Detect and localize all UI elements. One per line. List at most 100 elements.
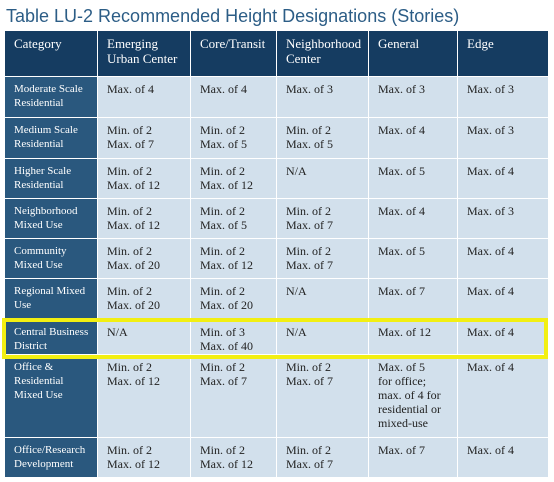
cell-text-line: Min. of 2 — [107, 203, 152, 218]
cell-text-line: Min. of 2 — [107, 244, 152, 259]
cell-text-line: Max. of 3 — [378, 82, 425, 96]
table-cell: Min. of 2 Max. of 7 — [97, 117, 191, 159]
cell-text-line: Min. of 2 — [200, 284, 245, 299]
cell-text-line: max. of 4 for — [378, 388, 441, 403]
cell-text-line: District — [14, 339, 47, 352]
cell-text-line: Central Business — [14, 325, 89, 338]
cell-text-line: Mixed Use — [14, 218, 63, 231]
table-cell: Max. of 5 — [368, 238, 458, 280]
cell-text-line: Max. of 4 — [200, 82, 247, 96]
cell-text-line: Max. of 12 — [378, 324, 431, 339]
table-cell: Min. of 2 Max. of 20 — [97, 278, 191, 320]
table-cell: Max. of 4 — [457, 157, 549, 199]
cell-text-line: Center — [286, 51, 321, 66]
cell-text-line: Max. of 4 — [107, 82, 154, 96]
table-cell: Min. of 2 Max. of 5 — [190, 117, 277, 159]
table-cell: Max. of 7 — [368, 278, 458, 320]
col-header-general: General — [368, 30, 458, 77]
cell-text-line: Max. of 12 — [200, 258, 253, 273]
table-cell: Min. of 2 Max. of 12 — [97, 436, 191, 479]
cell-text-line: Max. of 4 — [467, 244, 514, 259]
cell-text-line: Max. of 5 — [378, 360, 425, 375]
table-cell: Min. of 2 Max. of 7 — [276, 238, 369, 280]
table-cell: Min. of 2 Max. of 20 — [97, 238, 191, 280]
cell-text-line: Residential — [14, 178, 64, 191]
cell-text-line: Office/Research — [14, 443, 86, 456]
cell-text-line: Max. of 7 — [286, 258, 333, 273]
cell-text-line: Max. of 4 — [378, 203, 425, 218]
table-cell: Min. of 2 Max. of 12 — [97, 157, 191, 199]
cell-text-line: Max. of 40 — [200, 338, 253, 353]
col-header-emerging-urban-center: Emerging Urban Center — [97, 30, 191, 77]
cell-text-line: Mixed Use — [14, 389, 63, 402]
cell-text-line: Regional Mixed — [14, 285, 86, 298]
table-cell: Max. of 3 — [368, 75, 458, 119]
cell-text-line: Max. of 7 — [286, 374, 333, 389]
table-cell: Min. of 2 Max. of 7 — [276, 197, 369, 240]
table-cell: Max. of 4 — [457, 278, 549, 320]
table-header-row: Category Emerging Urban Center Core/Transit… — [4, 30, 549, 77]
row-category-cell: Central Business District — [4, 318, 98, 356]
cell-text-line: Neighborhood — [286, 36, 362, 51]
cell-text-line: Max. of 12 — [107, 456, 160, 471]
cell-text-line: Max. of 4 — [378, 123, 425, 138]
table-cell: N/A — [276, 278, 369, 320]
cell-text-line: Min. of 2 — [107, 442, 152, 457]
cell-text-line: Development — [14, 457, 74, 470]
table-cell: Max. of 7 — [368, 436, 458, 479]
cell-text-line: Min. of 2 — [107, 123, 152, 138]
cell-text-line: Max. of 7 — [378, 284, 425, 299]
table-cell: Max. of 3 — [276, 75, 369, 119]
cell-text-line: Max. of 5 — [200, 217, 247, 232]
table-cell: Max. of 4 — [368, 117, 458, 159]
cell-text-line: Min. of 2 — [107, 163, 152, 178]
table-row: Regional Mixed Use Min. of 2 Max. of 20 Min.… — [4, 278, 549, 320]
row-category-cell: Moderate Scale Residential — [4, 75, 98, 119]
cell-text-line: N/A — [286, 324, 307, 339]
cell-text-line: Edge — [467, 36, 494, 51]
table-cell: Max. of 5 — [368, 157, 458, 199]
row-category-cell: Medium Scale Residential — [4, 117, 98, 159]
cell-text-line: N/A — [286, 163, 307, 178]
cell-text-line: residential or — [378, 402, 441, 417]
cell-text-line: Min. of 2 — [200, 442, 245, 457]
table-row: Medium Scale Residential Min. of 2 Max. of … — [4, 117, 549, 159]
table-cell: Min. of 2 Max. of 7 — [276, 436, 369, 479]
table-cell: Max. of 4 — [457, 354, 549, 438]
table-row: Central Business District N/A Min. of 3 Max.… — [4, 318, 549, 356]
cell-text-line: Max. of 3 — [286, 82, 333, 96]
table-row: Neighborhood Mixed Use Min. of 2 Max. of 12… — [4, 197, 549, 240]
table-cell: Min. of 2 Max. of 12 — [97, 197, 191, 240]
table-cell: Max. of 4 — [457, 436, 549, 479]
cell-text-line: Max. of 3 — [467, 123, 514, 138]
cell-text-line: Max. of 12 — [107, 177, 160, 192]
cell-text-line: Max. of 7 — [200, 374, 247, 389]
cell-text-line: Min. of 3 — [200, 324, 245, 339]
table-cell: Max. of 3 — [457, 75, 549, 119]
cell-text-line: Core/Transit — [200, 36, 266, 51]
cell-text-line: Category — [14, 36, 62, 51]
cell-text-line: Residential — [14, 97, 64, 109]
cell-text-line: Emerging — [107, 36, 159, 51]
table-cell: Max. of 4 — [457, 238, 549, 280]
cell-text-line: Max. of 3 — [467, 82, 514, 96]
cell-text-line: Max. of 4 — [467, 442, 514, 457]
cell-text-line: Community — [14, 245, 67, 258]
table-cell: Max. of 3 — [457, 197, 549, 240]
cell-text-line: Max. of 5 — [286, 137, 333, 152]
cell-text-line: Max. of 12 — [107, 374, 160, 389]
cell-text-line: Max. of 7 — [107, 137, 154, 152]
table-cell: Max. of 4 — [97, 75, 191, 119]
cell-text-line: N/A — [107, 324, 128, 339]
table-row: Office & Residential Mixed Use Min. of 2 Max… — [4, 354, 549, 438]
cell-text-line: Max. of 20 — [107, 258, 160, 273]
col-header-edge: Edge — [457, 30, 549, 77]
cell-text-line: Min. of 2 — [286, 360, 331, 375]
table-cell: Max. of 12 — [368, 318, 458, 356]
table-row: Office/Research Development Min. of 2 Max. … — [4, 436, 549, 479]
cell-text-line: Max. of 4 — [467, 284, 514, 299]
cell-text-line: Min. of 2 — [200, 244, 245, 259]
cell-text-line: Min. of 2 — [286, 442, 331, 457]
cell-text-line: Min. of 2 — [200, 203, 245, 218]
table-cell: N/A — [276, 318, 369, 356]
